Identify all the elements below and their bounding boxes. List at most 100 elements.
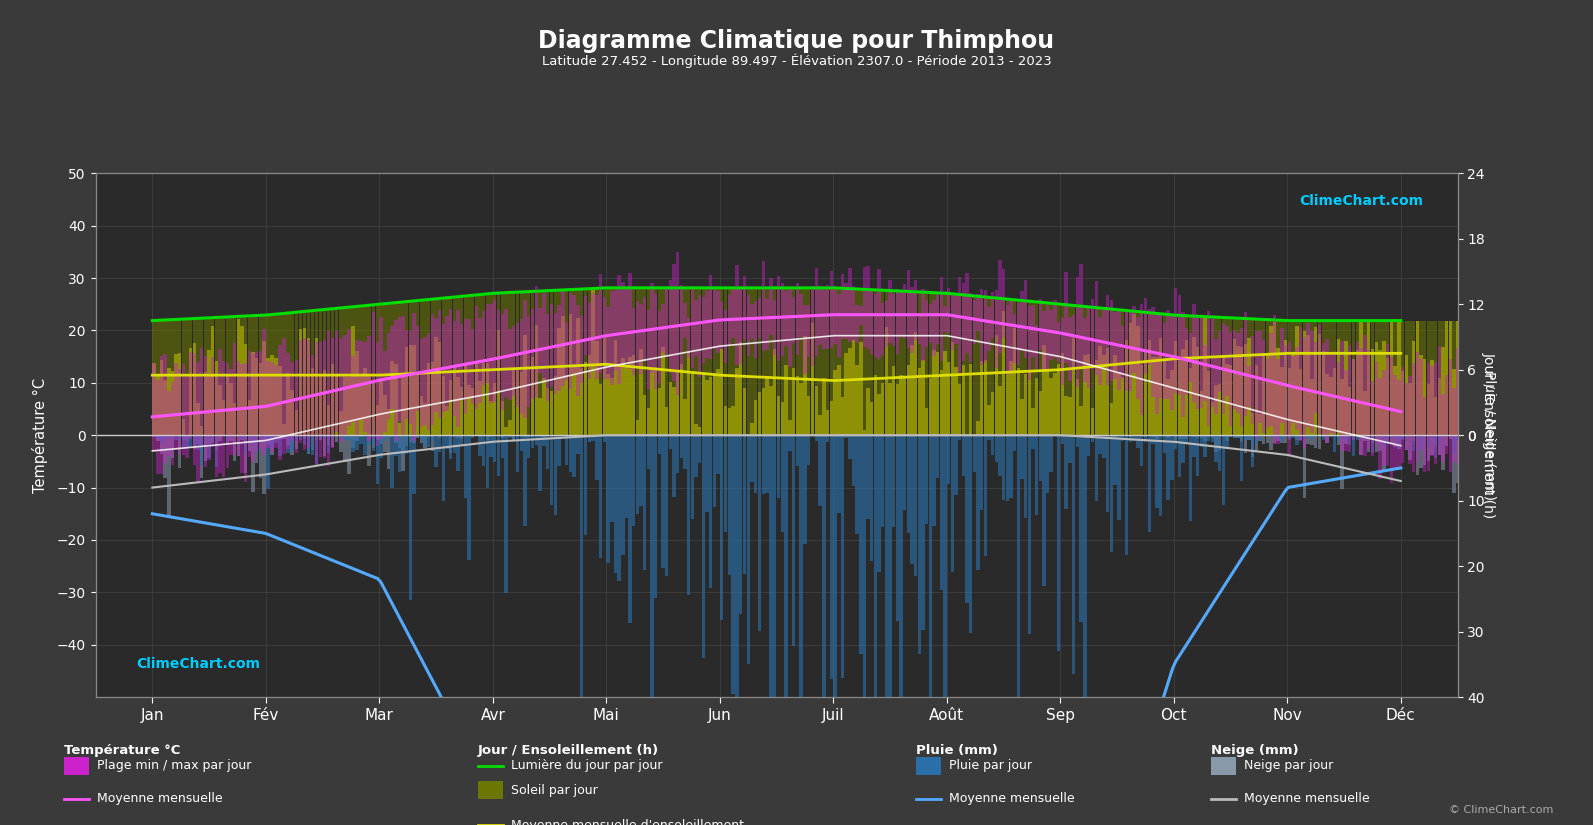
Bar: [1448, 360, 1451, 472]
Bar: [803, 304, 806, 374]
Bar: [811, 286, 814, 365]
Bar: [926, 436, 929, 524]
Bar: [298, 436, 303, 440]
Bar: [1027, 305, 1031, 380]
Bar: [190, 436, 193, 437]
Bar: [1152, 314, 1155, 436]
Bar: [229, 436, 233, 441]
Bar: [1419, 436, 1423, 468]
Bar: [1174, 288, 1177, 393]
Bar: [675, 288, 680, 436]
Bar: [596, 436, 599, 480]
Bar: [449, 309, 452, 399]
Bar: [424, 436, 427, 448]
Bar: [855, 289, 859, 436]
Bar: [918, 315, 921, 344]
Bar: [1437, 378, 1442, 436]
Bar: [1322, 436, 1325, 440]
Bar: [918, 292, 921, 436]
Bar: [747, 436, 750, 664]
Bar: [937, 436, 940, 478]
Bar: [218, 385, 221, 436]
Bar: [1270, 436, 1273, 450]
Bar: [932, 293, 935, 436]
Bar: [435, 337, 438, 436]
Bar: [855, 304, 859, 343]
Bar: [1281, 436, 1284, 441]
Bar: [572, 365, 577, 436]
Bar: [655, 295, 658, 389]
Bar: [636, 436, 639, 514]
Bar: [1322, 321, 1325, 436]
Bar: [190, 348, 193, 436]
Bar: [478, 295, 481, 436]
Bar: [1185, 436, 1188, 443]
Bar: [331, 365, 335, 436]
Bar: [263, 436, 266, 439]
Bar: [303, 436, 306, 439]
Bar: [1174, 436, 1177, 442]
Bar: [1478, 321, 1481, 436]
Bar: [1128, 311, 1133, 436]
Bar: [274, 358, 277, 436]
Bar: [298, 329, 303, 436]
Bar: [360, 341, 363, 420]
Bar: [483, 364, 486, 436]
Bar: [492, 293, 497, 436]
Bar: [427, 436, 430, 446]
Bar: [489, 436, 492, 437]
Bar: [602, 338, 607, 436]
Bar: [889, 383, 892, 436]
Bar: [1098, 436, 1102, 454]
Bar: [178, 436, 182, 469]
Bar: [1303, 332, 1306, 436]
Bar: [247, 351, 252, 457]
Bar: [1207, 370, 1211, 436]
Bar: [347, 329, 350, 426]
Bar: [511, 436, 516, 441]
Bar: [599, 288, 602, 436]
Bar: [750, 288, 753, 436]
Bar: [1133, 306, 1136, 373]
Bar: [977, 296, 980, 436]
Bar: [561, 436, 564, 438]
Bar: [991, 291, 994, 337]
Bar: [1367, 321, 1370, 436]
Bar: [1117, 372, 1121, 436]
Bar: [618, 365, 621, 436]
Bar: [859, 290, 862, 436]
Bar: [870, 291, 873, 354]
Bar: [1013, 436, 1016, 450]
Text: ClimeChart.com: ClimeChart.com: [1300, 194, 1424, 208]
Bar: [951, 294, 954, 436]
Bar: [527, 436, 530, 458]
Bar: [1117, 310, 1121, 436]
Bar: [825, 288, 830, 436]
Bar: [873, 436, 878, 825]
Bar: [1284, 340, 1287, 436]
Bar: [1211, 436, 1214, 442]
Bar: [379, 318, 382, 439]
Bar: [271, 436, 274, 455]
Bar: [607, 288, 610, 436]
Bar: [1133, 314, 1136, 436]
Bar: [1325, 339, 1329, 443]
Bar: [903, 377, 906, 436]
Bar: [1423, 321, 1426, 436]
Bar: [255, 436, 258, 453]
Bar: [1474, 321, 1478, 436]
Bar: [583, 361, 588, 436]
Bar: [683, 399, 687, 436]
Bar: [822, 288, 825, 436]
Bar: [371, 304, 374, 436]
Bar: [1024, 436, 1027, 517]
Bar: [758, 298, 761, 337]
Bar: [279, 365, 282, 436]
Bar: [204, 436, 207, 461]
Bar: [1166, 309, 1169, 399]
Bar: [628, 357, 632, 436]
Bar: [1431, 360, 1434, 436]
Bar: [1474, 353, 1478, 472]
Bar: [252, 436, 255, 445]
Bar: [164, 354, 167, 464]
